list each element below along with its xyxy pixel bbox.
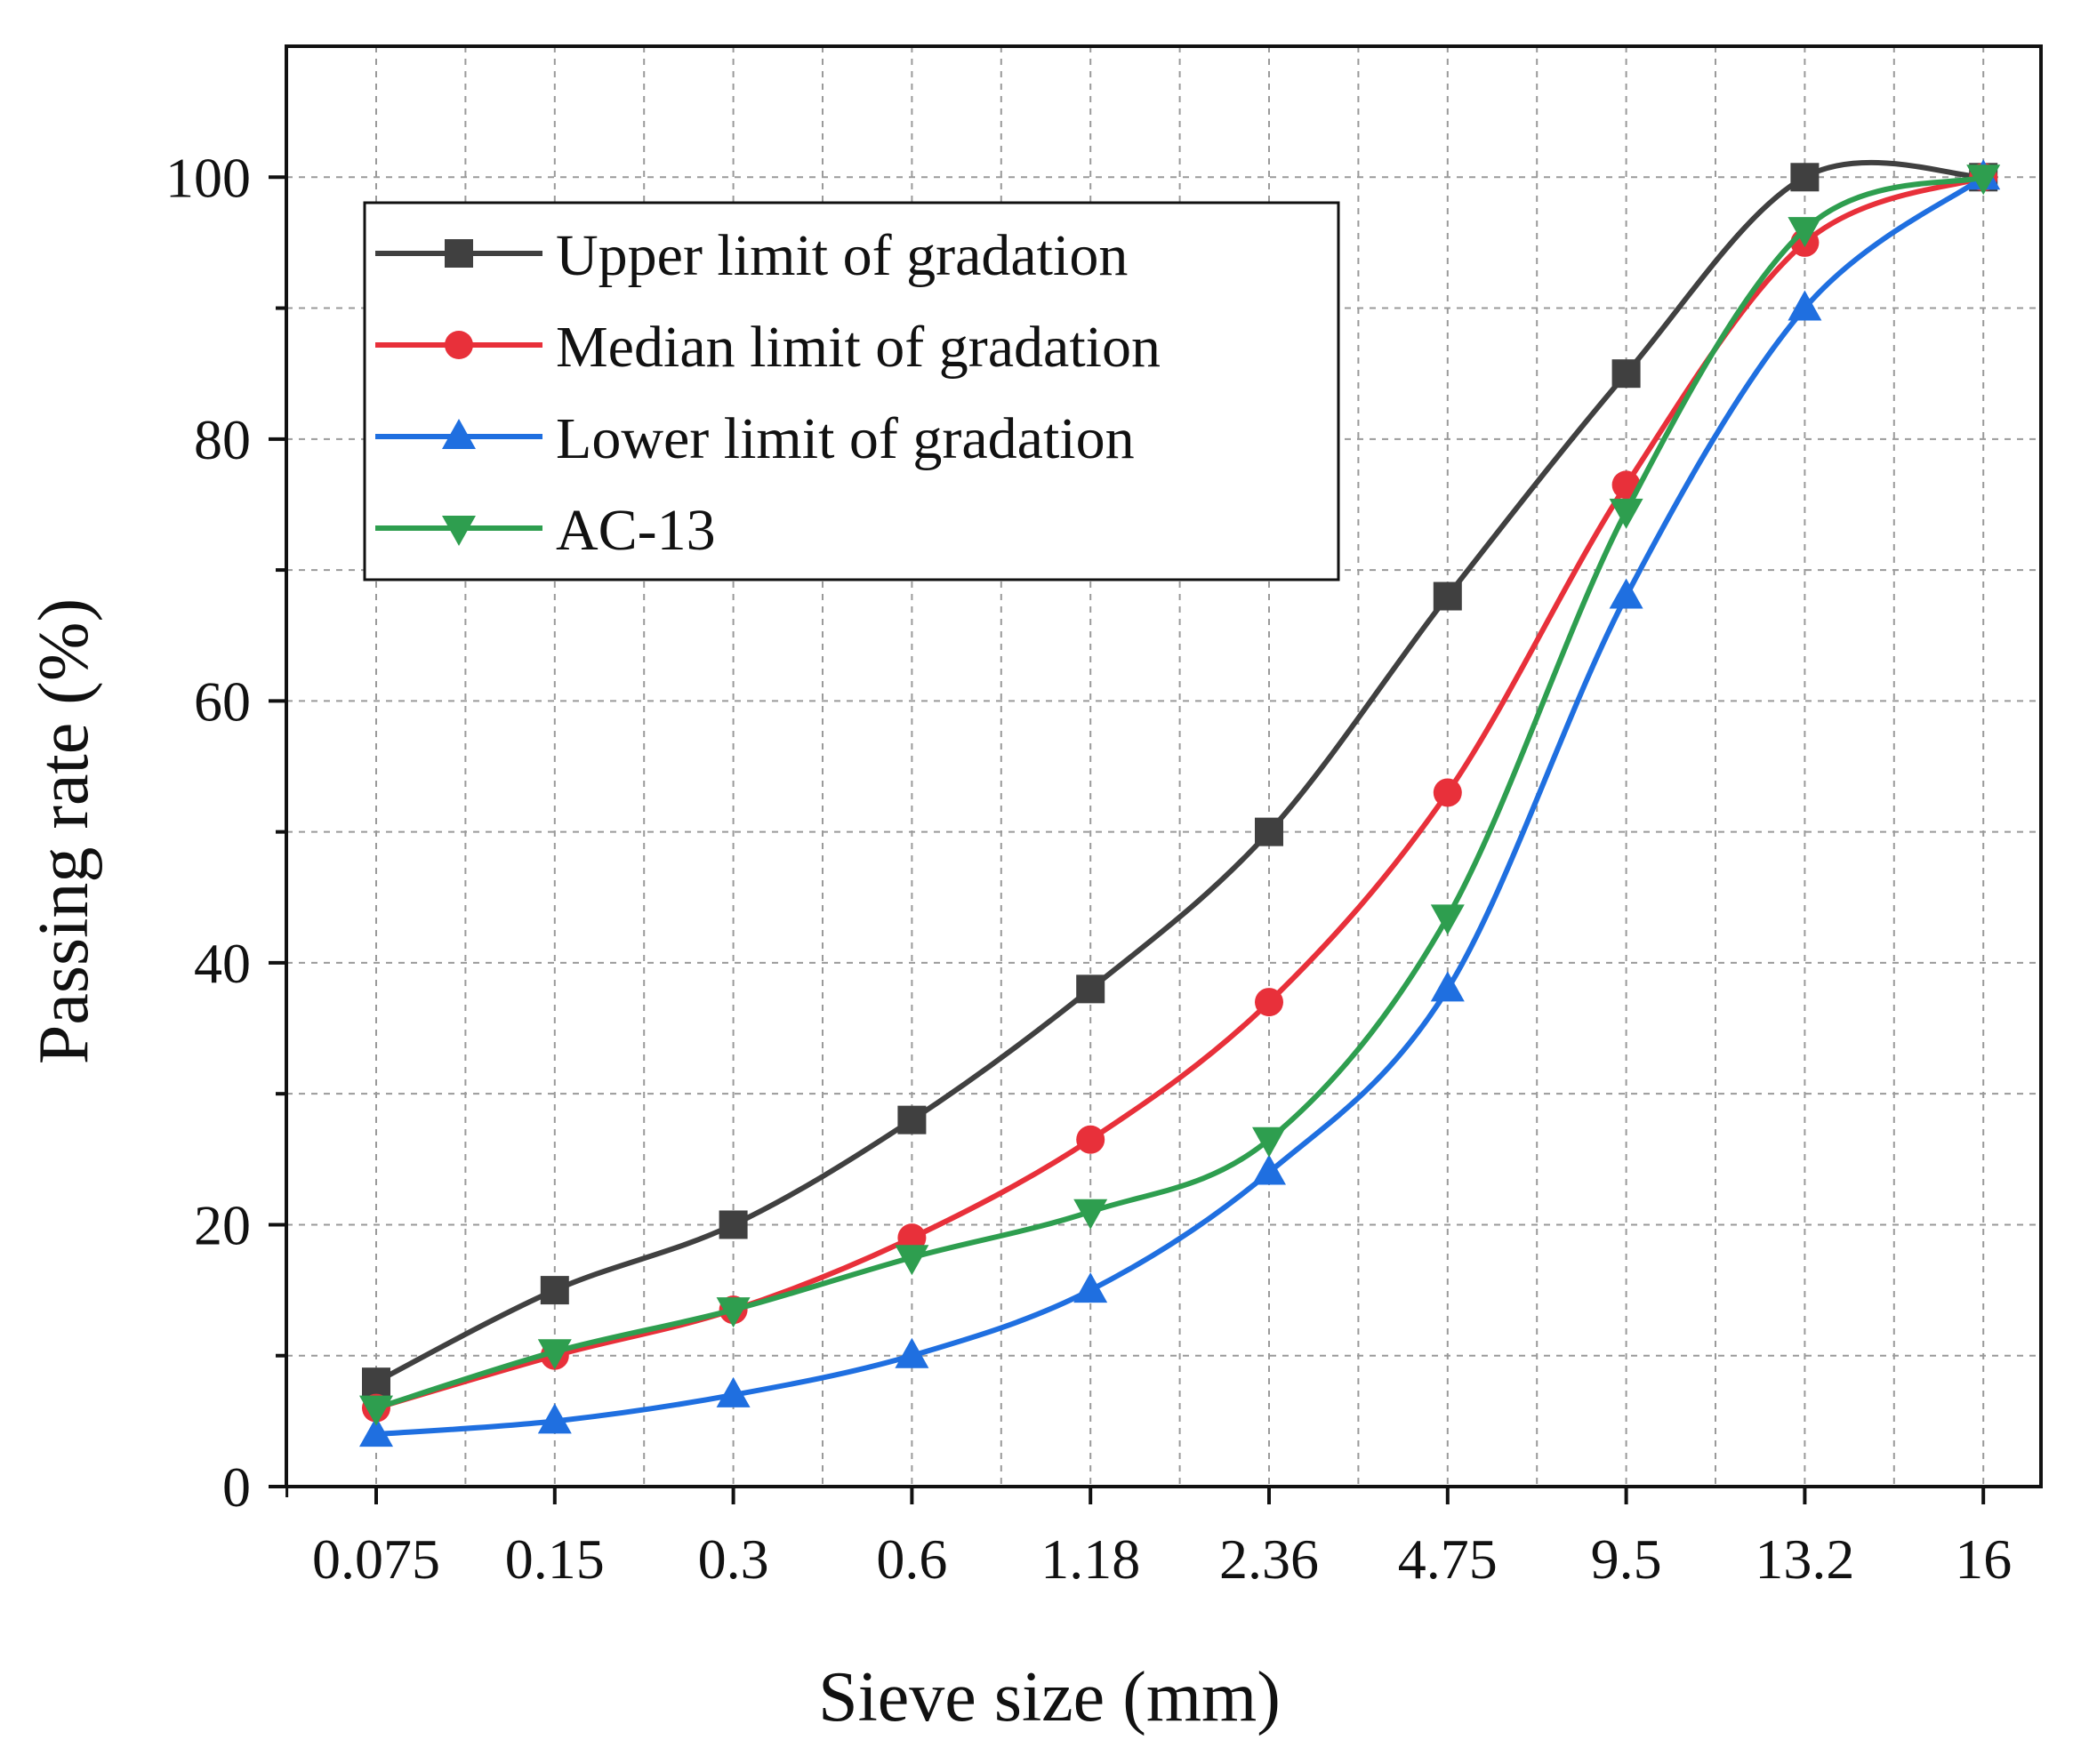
x-tick-label: 2.36 xyxy=(1219,1527,1319,1591)
x-tick-label: 1.18 xyxy=(1040,1527,1140,1591)
y-axis-title: Passing rate (%) xyxy=(25,598,103,1064)
data-point xyxy=(1609,578,1643,609)
legend-item: Median limit of gradation xyxy=(375,315,1161,380)
legend-marker xyxy=(445,239,473,268)
x-tick-label: 16 xyxy=(1955,1527,2012,1591)
data-point xyxy=(1966,164,2001,196)
legend-item: Upper limit of gradation xyxy=(375,223,1128,288)
x-tick-label: 0.3 xyxy=(698,1527,769,1591)
data-point xyxy=(895,1245,929,1276)
data-point xyxy=(537,1403,572,1434)
data-point xyxy=(1073,1272,1108,1303)
data-point xyxy=(537,1339,572,1370)
x-tick-label: 13.2 xyxy=(1755,1527,1854,1591)
legend-marker xyxy=(442,419,476,449)
data-point xyxy=(1252,1127,1286,1158)
data-point xyxy=(359,1395,393,1426)
data-point xyxy=(897,1223,927,1253)
legend-item: AC-13 xyxy=(375,498,716,563)
data-point xyxy=(359,1416,393,1447)
x-axis-title: Sieve size (mm) xyxy=(818,1658,1281,1736)
data-point xyxy=(1433,778,1462,807)
legend-item: Lower limit of gradation xyxy=(375,406,1135,471)
y-tick-label: 0 xyxy=(222,1455,251,1519)
data-point xyxy=(716,1376,751,1407)
series-layer xyxy=(359,159,2001,1447)
legend-marker xyxy=(442,516,476,546)
x-tick-label: 0.075 xyxy=(312,1527,440,1591)
y-tick-label: 80 xyxy=(194,408,251,471)
legend-label: Lower limit of gradation xyxy=(556,406,1135,471)
y-tick-label: 100 xyxy=(165,146,251,209)
data-point xyxy=(1255,988,1283,1017)
data-point xyxy=(1611,359,1641,389)
y-tick-label: 20 xyxy=(194,1193,251,1256)
data-point xyxy=(1252,1154,1286,1185)
data-point xyxy=(1076,1125,1105,1154)
legend-marker xyxy=(445,331,473,359)
x-tick-label: 9.5 xyxy=(1591,1527,1662,1591)
data-point xyxy=(1255,817,1283,846)
data-point xyxy=(540,1276,569,1305)
series-line xyxy=(374,159,1984,1384)
axes: 0.075 0.15 0.3 0.6 1.18 2.36 4.75 9.5 13.2 16 0 20 4… xyxy=(165,146,2012,1591)
data-point xyxy=(1430,971,1465,1002)
data-point xyxy=(719,1210,748,1239)
legend-label: AC-13 xyxy=(556,498,716,563)
data-point xyxy=(1433,581,1462,611)
data-point xyxy=(895,1337,929,1368)
data-point xyxy=(1788,217,1822,248)
data-point xyxy=(897,1105,927,1135)
legend-box xyxy=(363,201,1340,581)
series-1 xyxy=(362,159,1998,1397)
legend-label: Upper limit of gradation xyxy=(556,223,1128,288)
data-point xyxy=(362,1367,390,1397)
x-tick-label: 0.6 xyxy=(876,1527,947,1591)
data-point xyxy=(1790,163,1820,192)
data-point xyxy=(1430,904,1465,935)
plot-frame xyxy=(285,44,2043,1488)
data-point xyxy=(1076,974,1105,1004)
y-tick-label: 60 xyxy=(194,670,251,733)
x-tick-label: 0.15 xyxy=(505,1527,605,1591)
data-point xyxy=(1073,1199,1108,1230)
data-point xyxy=(716,1297,751,1328)
legend: Upper limit of gradation Median limit of … xyxy=(363,201,1340,581)
data-point xyxy=(1609,498,1643,529)
series-4 xyxy=(359,164,2001,1426)
x-tick-label: 4.75 xyxy=(1398,1527,1498,1591)
series-3 xyxy=(359,159,2001,1447)
legend-label: Median limit of gradation xyxy=(556,315,1161,380)
y-tick-label: 40 xyxy=(194,932,251,995)
data-point xyxy=(1788,290,1822,321)
